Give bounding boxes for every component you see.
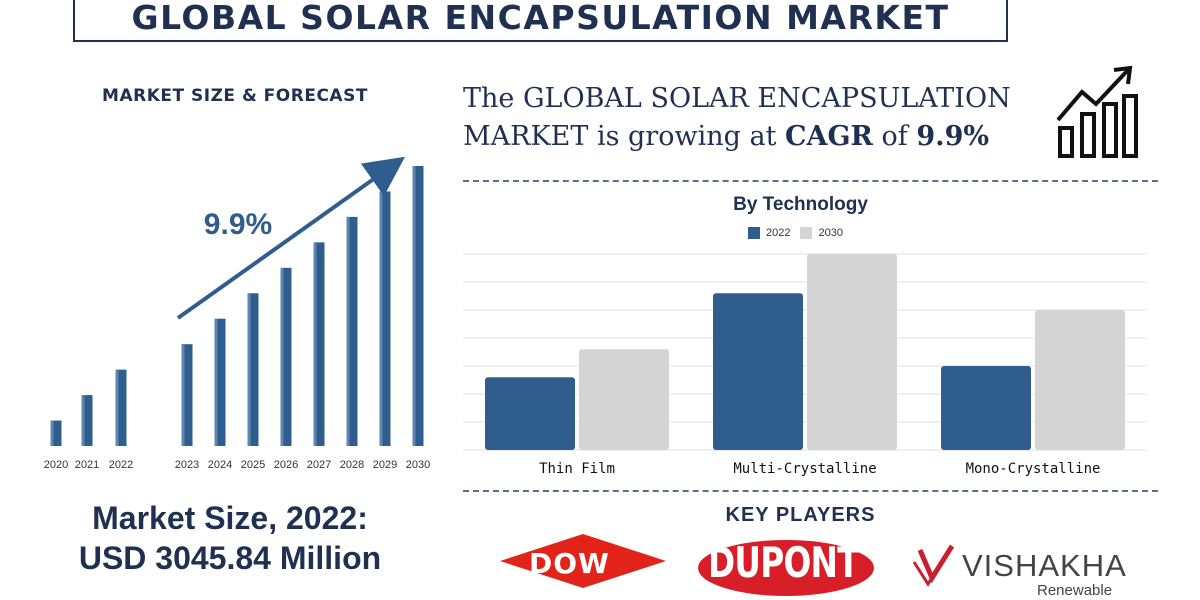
- tech-bar-thin-film-2030: [579, 349, 669, 450]
- forecast-bar-2022: [115, 369, 127, 446]
- divider-top: [463, 180, 1158, 182]
- forecast-tick-label: 2023: [175, 459, 199, 471]
- forecast-tick-label: 2022: [109, 459, 133, 471]
- tech-bar-mono-crystalline-2030: [1035, 310, 1125, 450]
- technology-chart-title: By Technology: [733, 194, 868, 215]
- forecast-bar-2027: [313, 242, 325, 446]
- forecast-tick-label: 2021: [75, 459, 99, 471]
- forecast-tick-label: 2020: [44, 459, 68, 471]
- tech-bar-multi-crystalline-2022: [713, 293, 803, 450]
- forecast-tick-label: 2024: [208, 459, 232, 471]
- forecast-bar-highlight: [313, 242, 317, 446]
- forecast-bar-highlight: [346, 216, 350, 446]
- vishakha-logo-text: VISHAKHA: [962, 548, 1127, 583]
- growth-chart-icon: [1056, 65, 1138, 158]
- cagr-word: CAGR: [785, 121, 873, 152]
- forecast-tick-label: 2027: [307, 459, 331, 471]
- forecast-bar-chart: 2020 2021 2022 2023 2024 2025 2026 2027 2028 2029…: [44, 156, 430, 471]
- tech-bar-mono-crystalline-2022: [941, 366, 1031, 450]
- forecast-bar-highlight: [115, 369, 119, 446]
- dow-logo: [500, 534, 666, 588]
- page-title: GLOBAL SOLAR ENCAPSULATION MARKET: [131, 0, 950, 37]
- forecast-bar-highlight: [280, 267, 284, 446]
- forecast-bar-2028: [346, 216, 358, 446]
- legend-label-2030: 2030: [818, 227, 843, 239]
- forecast-bar-2030: [412, 166, 424, 446]
- technology-legend: 2022 2030: [748, 227, 843, 239]
- cagr-of: of: [881, 121, 908, 152]
- legend-swatch-2022: [748, 227, 760, 239]
- forecast-tick-label: 2028: [340, 459, 364, 471]
- forecast-tick-label: 2029: [373, 459, 397, 471]
- forecast-bar-highlight: [247, 293, 251, 446]
- forecast-bar-2026: [280, 267, 292, 446]
- forecast-bar-2029: [379, 191, 391, 446]
- divider-bottom: [463, 490, 1158, 492]
- dow-logo-text: DOW: [529, 547, 610, 580]
- forecast-bar-2021: [81, 395, 93, 446]
- forecast-bar-highlight: [50, 420, 54, 446]
- forecast-bar-highlight: [81, 395, 85, 446]
- cagr-annotation: 9.9%: [204, 208, 272, 241]
- forecast-bar-highlight: [214, 318, 218, 446]
- cagr-statement: The GLOBAL SOLAR ENCAPSULATION MARKET is…: [463, 80, 1053, 156]
- vishakha-mark-icon: [912, 544, 955, 587]
- market-size-statement: Market Size, 2022: USD 3045.84 Million: [40, 498, 420, 578]
- tech-bar-multi-crystalline-2030: [807, 254, 897, 450]
- forecast-bar-highlight: [379, 191, 383, 446]
- forecast-bar-highlight: [412, 166, 416, 446]
- cagr-statement-text: The GLOBAL SOLAR ENCAPSULATION MARKET is…: [463, 83, 1011, 152]
- tech-bar-thin-film-2022: [485, 377, 575, 450]
- key-players-heading: KEY PLAYERS: [725, 504, 876, 526]
- legend-label-2022: 2022: [766, 227, 791, 239]
- growth-arrow: [176, 156, 406, 320]
- forecast-bar-highlight: [181, 344, 185, 446]
- legend-swatch-2030: [800, 227, 813, 239]
- vishakha-logo-subtitle: Renewable: [1037, 582, 1113, 599]
- market-size-value: USD 3045.84 Million: [78, 540, 382, 576]
- forecast-bar-2025: [247, 293, 259, 446]
- forecast-tick-label: 2026: [274, 459, 298, 471]
- tech-category-label: Multi-Crystalline: [733, 461, 876, 477]
- forecast-tick-label: 2030: [406, 459, 430, 471]
- forecast-tick-label: 2025: [241, 459, 265, 471]
- forecast-bar-2023: [181, 344, 193, 446]
- forecast-bar-2024: [214, 318, 226, 446]
- market-size-label: Market Size, 2022:: [92, 500, 368, 536]
- legend-item-2022: 2022: [748, 227, 790, 239]
- dupont-logo-text: DUPONT: [708, 538, 860, 587]
- tech-category-label: Mono-Crystalline: [966, 461, 1101, 477]
- forecast-bar-2020: [50, 420, 62, 446]
- tech-category-label: Thin Film: [539, 461, 615, 477]
- dupont-logo: [698, 540, 874, 596]
- forecast-heading: MARKET SIZE & FORECAST: [102, 86, 368, 106]
- technology-bar-chart: Thin Film Multi-Crystalline Mono-Crystalli…: [463, 253, 1147, 477]
- legend-item-2030: 2030: [800, 227, 843, 239]
- cagr-value: 9.9%: [916, 121, 990, 152]
- title-banner: GLOBAL SOLAR ENCAPSULATION MARKET: [73, 0, 1008, 42]
